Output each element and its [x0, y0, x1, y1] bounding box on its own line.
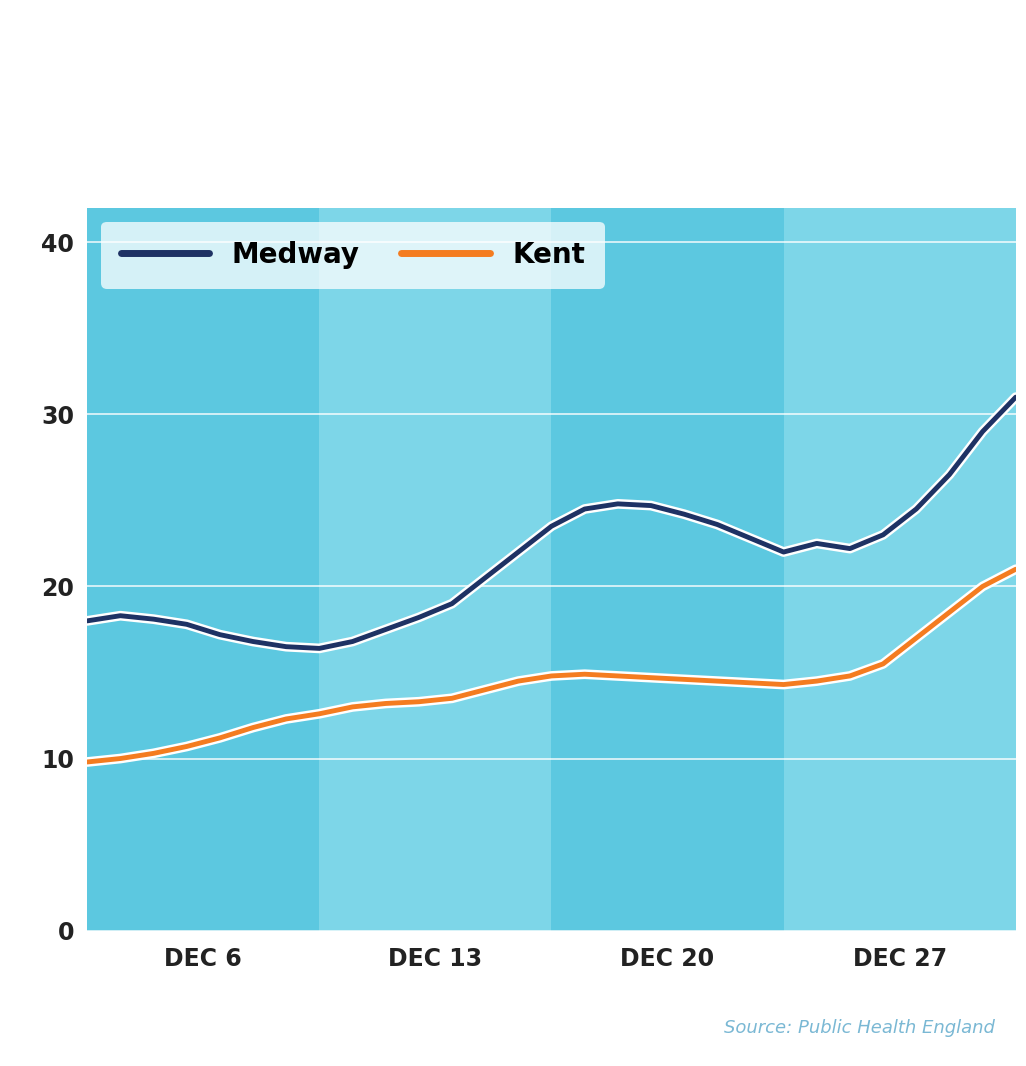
- Bar: [319, 208, 551, 931]
- Text: Positive tests in Kent: Positive tests in Kent: [26, 52, 596, 97]
- Bar: [552, 208, 784, 931]
- Text: Percentage PCR tests returning a positive result: Percentage PCR tests returning a positiv…: [26, 131, 748, 157]
- Legend: Medway, Kent: Medway, Kent: [102, 222, 604, 289]
- Text: Source: Public Health England: Source: Public Health England: [724, 1019, 995, 1036]
- Bar: [784, 208, 1016, 931]
- Bar: [87, 208, 319, 931]
